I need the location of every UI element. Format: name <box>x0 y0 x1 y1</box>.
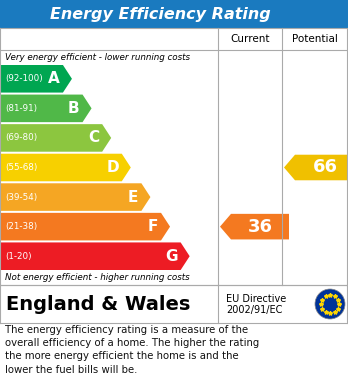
Text: (21-38): (21-38) <box>5 222 37 231</box>
Text: 36: 36 <box>247 218 272 236</box>
Text: (69-80): (69-80) <box>5 133 37 142</box>
Text: Potential: Potential <box>292 34 338 44</box>
Text: A: A <box>48 71 60 86</box>
Polygon shape <box>0 183 150 211</box>
Text: England & Wales: England & Wales <box>6 294 190 314</box>
Bar <box>0 285 348 323</box>
Polygon shape <box>284 155 348 180</box>
Text: Very energy efficient - lower running costs: Very energy efficient - lower running co… <box>5 52 190 61</box>
Text: EU Directive: EU Directive <box>226 294 286 304</box>
Text: D: D <box>106 160 119 175</box>
Text: C: C <box>88 131 99 145</box>
Text: Energy Efficiency Rating: Energy Efficiency Rating <box>50 7 270 22</box>
Polygon shape <box>0 154 131 181</box>
Polygon shape <box>0 242 190 270</box>
Text: The energy efficiency rating is a measure of the
overall efficiency of a home. T: The energy efficiency rating is a measur… <box>5 325 259 375</box>
Polygon shape <box>220 214 289 239</box>
Text: (39-54): (39-54) <box>5 193 37 202</box>
Text: Current: Current <box>230 34 270 44</box>
Text: F: F <box>148 219 158 234</box>
Bar <box>0 0 348 28</box>
Text: 66: 66 <box>313 158 338 176</box>
Text: G: G <box>165 249 178 264</box>
Polygon shape <box>0 213 170 240</box>
Text: Not energy efficient - higher running costs: Not energy efficient - higher running co… <box>5 273 190 283</box>
Text: E: E <box>128 190 139 204</box>
Text: B: B <box>68 101 80 116</box>
Text: 2002/91/EC: 2002/91/EC <box>226 305 282 315</box>
Text: (92-100): (92-100) <box>5 74 43 83</box>
Polygon shape <box>0 124 111 152</box>
Polygon shape <box>0 95 92 122</box>
Polygon shape <box>0 65 72 93</box>
Text: (81-91): (81-91) <box>5 104 37 113</box>
Circle shape <box>315 289 345 319</box>
Text: (55-68): (55-68) <box>5 163 37 172</box>
Text: (1-20): (1-20) <box>5 252 32 261</box>
Bar <box>0 28 348 285</box>
